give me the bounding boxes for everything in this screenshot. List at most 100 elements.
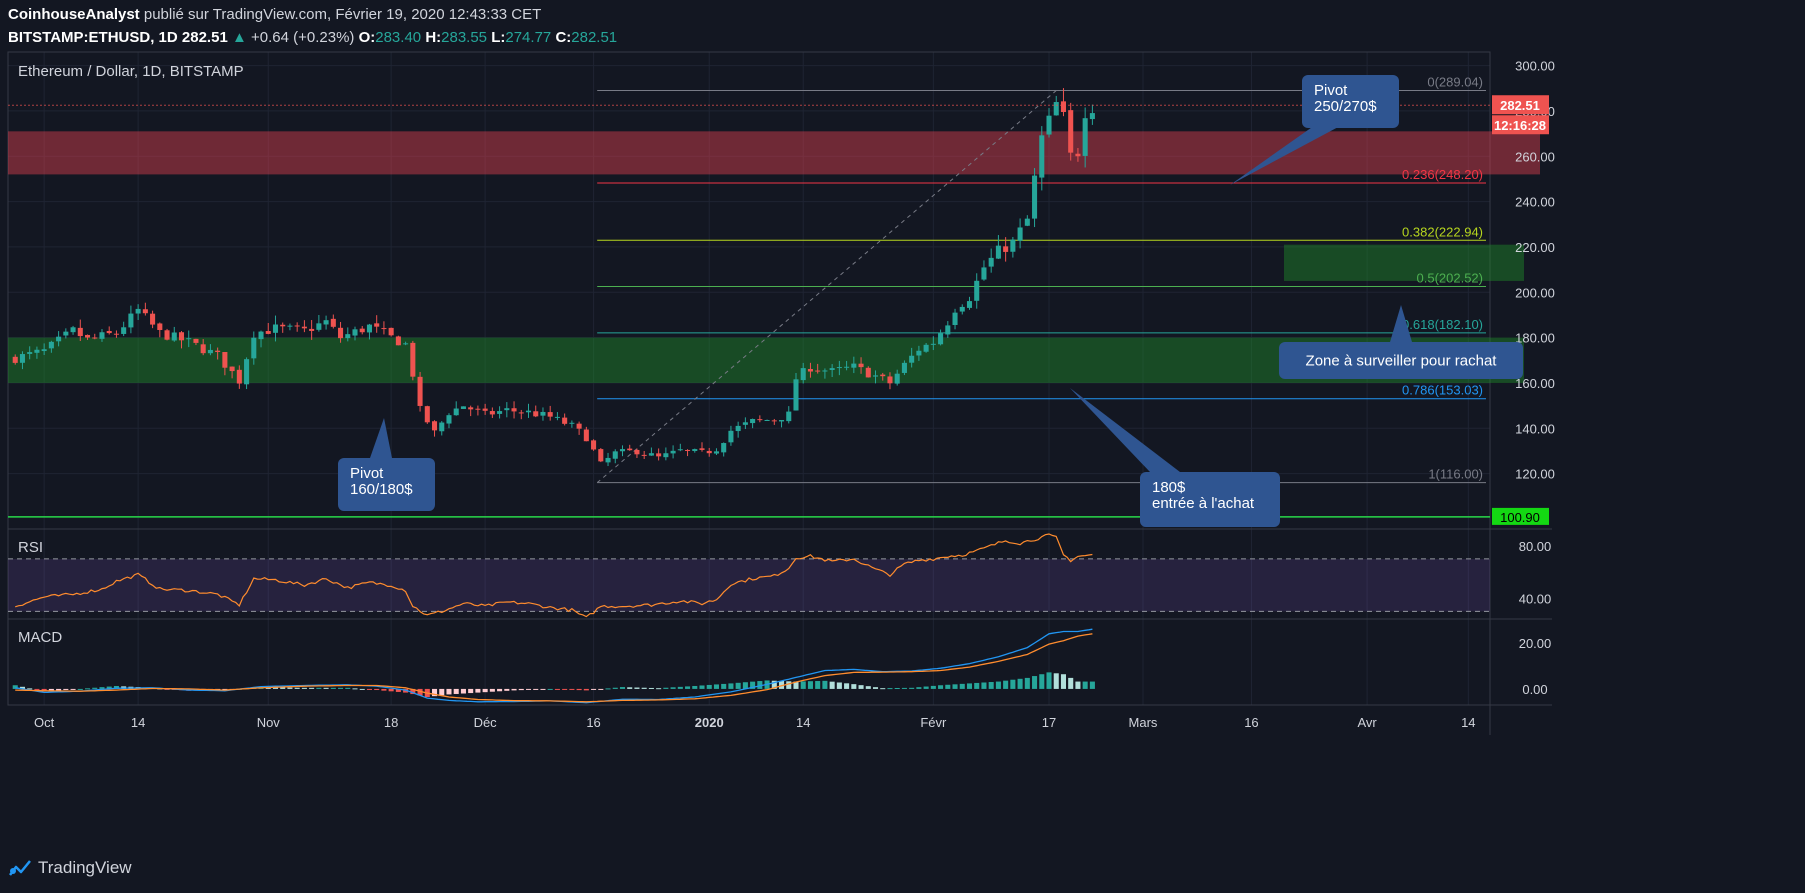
candle-body [121, 327, 127, 334]
macd-bar [489, 688, 495, 692]
fib-label: 0(289.04) [1427, 74, 1483, 89]
macd-bar [605, 688, 611, 690]
fib-label: 0.5(202.52) [1417, 271, 1484, 286]
candle-body [287, 325, 293, 327]
last-price: 282.51 [181, 29, 228, 46]
macd-bar [352, 688, 358, 690]
candle-body [403, 343, 409, 345]
change-value: +0.64 (+0.23%) [251, 29, 355, 46]
candle-body [771, 420, 777, 422]
candle-body [504, 408, 510, 411]
candle-body [128, 313, 134, 328]
callout-pointer [1230, 118, 1355, 185]
candle-body [872, 375, 879, 377]
macd-bar [525, 688, 532, 690]
macd-bar [988, 682, 994, 689]
candle-body [374, 323, 380, 327]
candle-body [113, 333, 119, 335]
candle-body [1068, 110, 1074, 153]
candle-body [468, 407, 474, 410]
macd-bar [1060, 674, 1067, 689]
candle-body [41, 349, 47, 352]
y-tick-label: 140.00 [1515, 421, 1555, 436]
macd-bar [699, 685, 705, 689]
candle-body [186, 338, 192, 340]
macd-bar [34, 688, 40, 690]
candle-body [685, 449, 691, 451]
macd-bar [815, 681, 821, 689]
tradingview-logo[interactable]: TradingView [8, 858, 132, 878]
macd-bar [56, 688, 62, 691]
macd-bar [619, 687, 626, 689]
macd-bar [995, 681, 1001, 689]
candle-body [272, 324, 279, 333]
macd-bar [923, 686, 929, 689]
candle-body [663, 453, 669, 458]
callout-watch-zone: Zone à surveiller pour rachat [1279, 305, 1523, 379]
candle-body [424, 406, 430, 423]
header-published: CoinhouseAnalyst publié sur TradingView.… [8, 6, 541, 23]
macd-bar [901, 687, 907, 689]
candle-body [634, 449, 640, 455]
last-price-badge-text: 282.51 [1500, 98, 1540, 113]
x-tick-label: 2020 [695, 715, 724, 730]
candle-body [135, 308, 141, 314]
macd-bar [359, 688, 365, 690]
candle-body [540, 411, 546, 416]
macd-bar [634, 687, 640, 689]
macd-bar [677, 686, 683, 689]
macd-bar [1024, 677, 1030, 689]
candles [12, 88, 1095, 467]
macd-bar [1075, 681, 1081, 689]
macd-bar [272, 687, 279, 689]
candle-body [359, 328, 365, 333]
candle-body [19, 354, 25, 363]
candle-body [894, 373, 900, 384]
x-tick-label: 14 [1461, 715, 1475, 730]
callout-pointer [370, 418, 392, 458]
macd-bar [70, 688, 76, 690]
macd-bar [77, 688, 83, 690]
open-value: 283.40 [375, 29, 422, 46]
y-tick-label: 300.00 [1515, 59, 1555, 74]
candle-body [779, 420, 785, 422]
macd-bar [735, 682, 741, 689]
candle-body [735, 425, 741, 432]
fib-label: 0.382(222.94) [1402, 224, 1483, 239]
macd-bar [12, 685, 18, 689]
x-tick-label: 16 [586, 715, 600, 730]
macd-title: MACD [18, 629, 62, 646]
candle-body [851, 363, 857, 368]
candle-body [178, 332, 185, 341]
candle-body [974, 280, 980, 301]
high-label: H: [425, 29, 442, 46]
macd-bar [692, 685, 698, 689]
macd-bar [294, 687, 300, 689]
candle-body [815, 370, 821, 372]
candle-body [569, 422, 575, 424]
symbol-label[interactable]: BITSTAMP:ETHUSD, 1D [8, 29, 178, 46]
candle-body [901, 362, 907, 373]
x-tick-label: Nov [257, 715, 281, 730]
alert-price-badge [1492, 507, 1549, 525]
candle-body [453, 408, 459, 416]
candle-body [294, 325, 300, 327]
author-name[interactable]: CoinhouseAnalyst [8, 6, 140, 23]
y-tick-label: 240.00 [1515, 195, 1555, 210]
candle-body [1017, 227, 1023, 241]
candle-body [92, 337, 98, 339]
candle-body [106, 330, 112, 334]
macd-bar [1046, 672, 1052, 689]
y-tick-label: 180.00 [1515, 331, 1555, 346]
candle-body [388, 327, 394, 336]
callout-box [1302, 75, 1399, 128]
candle-body [56, 336, 62, 342]
main-chart-title: Ethereum / Dollar, 1D, BITSTAMP [18, 63, 244, 80]
macd-bar [381, 688, 387, 691]
macd-bar [822, 680, 828, 689]
rsi-tick-label: 40.00 [1519, 591, 1552, 606]
macd-bar [330, 687, 336, 689]
candle-body [27, 352, 33, 354]
macd-bar [771, 680, 777, 689]
